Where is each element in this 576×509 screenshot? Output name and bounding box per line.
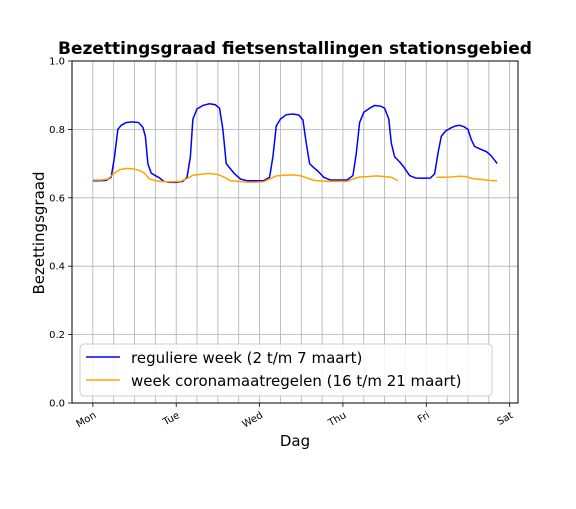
y-tick-label: 0.2 <box>49 330 65 341</box>
y-tick-label: 0.0 <box>49 399 65 410</box>
y-tick-label: 1.0 <box>49 57 65 68</box>
y-tick-label: 0.4 <box>49 262 65 273</box>
series-line-regular-week <box>92 103 498 184</box>
x-tick-label: Fri <box>416 410 432 425</box>
legend-label-regular-week: reguliere week (2 t/m 7 maart) <box>131 349 362 367</box>
x-axis-label: Dag <box>280 432 310 450</box>
legend-box <box>79 343 493 397</box>
y-tick-label: 0.8 <box>49 125 65 136</box>
series-line-corona-week <box>92 167 498 183</box>
chart-title: Bezettingsgraad fietsenstallingen statio… <box>58 39 532 59</box>
legend-label-corona-week: week coronamaatregelen (16 t/m 21 maart) <box>131 372 461 390</box>
y-axis-label: Bezettingsgraad <box>30 172 48 295</box>
plot-frame <box>71 60 519 404</box>
y-tick-label: 0.6 <box>49 193 65 204</box>
legend: reguliere week (2 t/m 7 maart) week coro… <box>79 343 493 397</box>
series-lines <box>92 103 498 184</box>
